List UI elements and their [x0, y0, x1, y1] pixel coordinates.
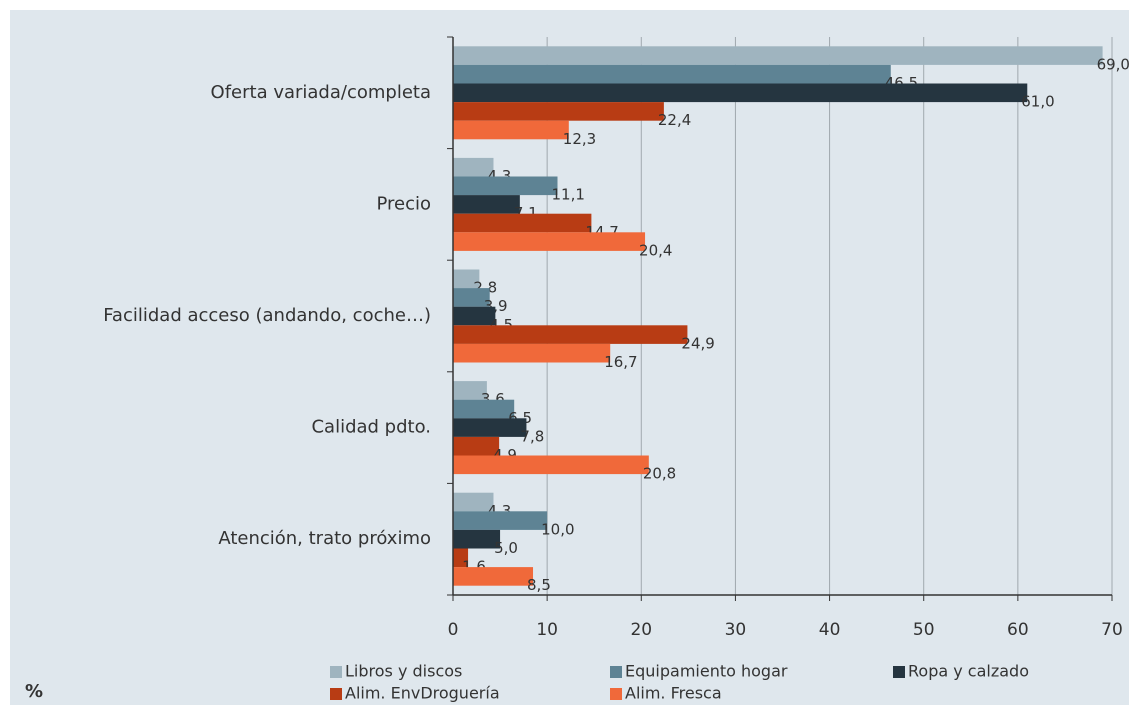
legend-swatch — [893, 666, 905, 678]
x-tick-label: 40 — [819, 620, 841, 640]
legend-label: Equipamiento hogar — [625, 662, 788, 681]
bar — [453, 567, 534, 586]
bar — [453, 325, 688, 344]
legend-label: Ropa y calzado — [908, 662, 1029, 681]
legend-label: Alim. EnvDroguería — [345, 684, 500, 703]
bar — [453, 120, 569, 140]
value-label: 24,9 — [681, 334, 714, 352]
y-tick-label: Precio — [376, 193, 431, 214]
bar — [453, 176, 558, 196]
value-label: 7,8 — [520, 427, 544, 445]
x-tick-label: 70 — [1101, 620, 1123, 640]
bar — [453, 492, 494, 512]
bar — [453, 548, 469, 568]
bar — [453, 288, 490, 307]
legend-swatch — [330, 688, 342, 700]
x-tick-label: 20 — [630, 620, 652, 640]
legend-label: Libros y discos — [345, 662, 462, 681]
value-label: 11,1 — [551, 186, 584, 204]
bar — [453, 381, 487, 400]
legend-swatch — [610, 666, 622, 678]
y-tick-label: Facilidad acceso (andando, coche…) — [103, 305, 431, 326]
value-label: 61,0 — [1021, 93, 1054, 111]
value-label: 16,7 — [604, 353, 637, 371]
bar — [453, 436, 500, 456]
x-tick-label: 60 — [1007, 620, 1029, 640]
value-label: 20,4 — [639, 241, 672, 259]
bar — [453, 306, 496, 326]
bar — [453, 455, 649, 475]
bar — [453, 343, 611, 363]
x-tick-label: 10 — [536, 620, 558, 640]
bar — [453, 157, 494, 177]
value-label: 12,3 — [563, 130, 596, 148]
bar — [453, 195, 520, 214]
x-tick-label: 0 — [448, 620, 459, 640]
bar — [453, 102, 664, 121]
legend-label: Alim. Fresca — [625, 684, 722, 703]
bar — [453, 529, 501, 549]
y-tick-label: Calidad pdto. — [311, 417, 431, 438]
value-label: 69,0 — [1097, 55, 1129, 73]
bar — [453, 269, 480, 289]
bar — [453, 511, 548, 530]
bar — [453, 418, 527, 437]
bar — [453, 46, 1103, 65]
bar — [453, 83, 1028, 103]
legend-swatch — [610, 688, 622, 700]
x-tick-label: 30 — [725, 620, 747, 640]
legend-swatch — [330, 666, 342, 678]
bar — [453, 213, 592, 233]
bar — [453, 232, 646, 251]
value-label: 20,8 — [643, 465, 676, 483]
bar — [453, 399, 515, 419]
y-tick-label: Oferta variada/completa — [211, 82, 431, 103]
bar — [453, 64, 891, 84]
value-label: 22,4 — [658, 111, 691, 129]
unit-label: % — [25, 681, 43, 702]
x-tick-label: 50 — [913, 620, 935, 640]
value-label: 5,0 — [494, 539, 518, 557]
value-label: 8,5 — [527, 576, 551, 594]
value-label: 10,0 — [541, 520, 574, 538]
y-tick-label: Atención, trato próximo — [218, 528, 431, 549]
